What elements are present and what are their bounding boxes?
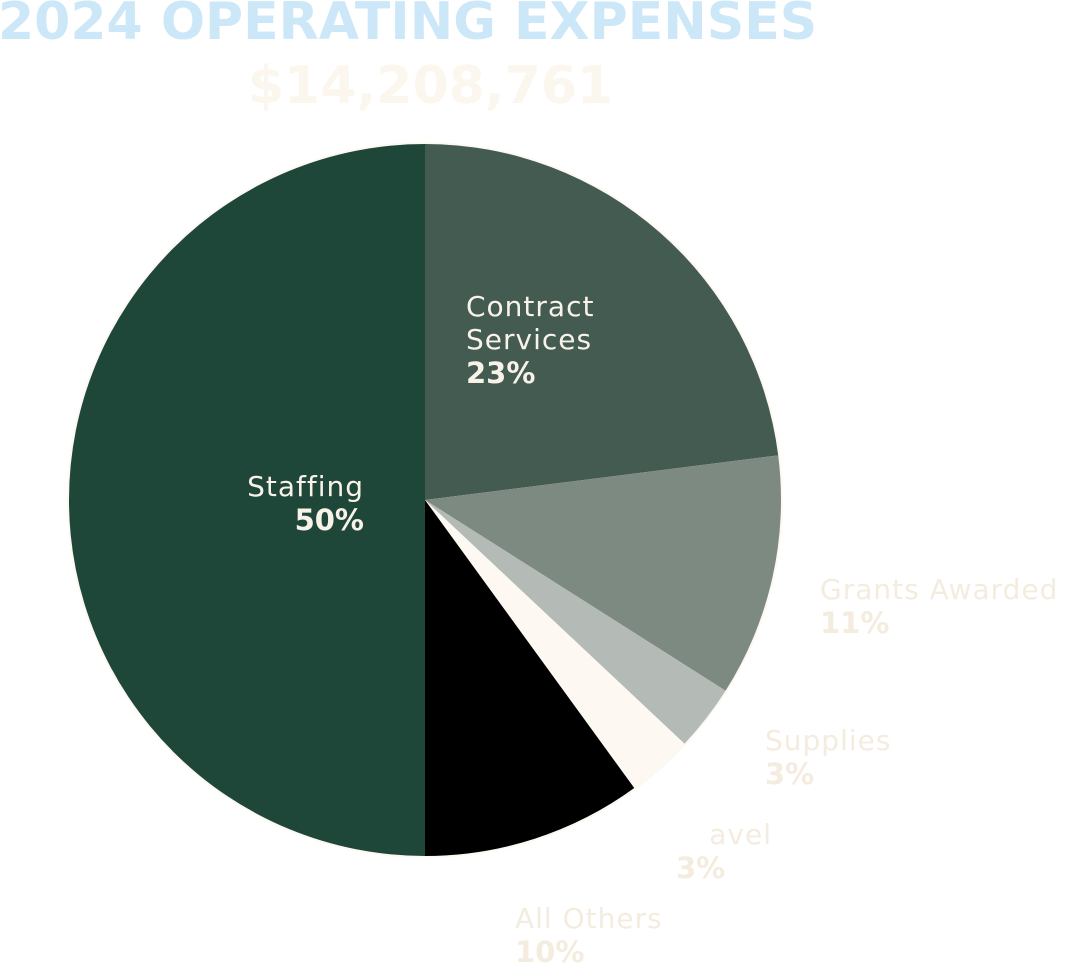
slice-label-name: Grants Awarded [820,573,1059,606]
slice-label-name: Contract Services [466,290,595,356]
slice-label-value: 11% [820,606,890,640]
pie-slice-staffing [69,144,425,856]
chart-total: $14,208,761 [248,56,614,116]
slice-label-value: 3% [765,757,815,791]
slice-label-value: 3% [676,851,726,885]
chart-title: 2024 OPERATING EXPENSES [0,0,818,52]
slice-label-value: 10% [515,935,585,969]
slice-label-travel: avel 3% [676,818,772,885]
slice-label-name: Staffing [247,470,364,503]
pie-slice-contract-services [425,144,779,500]
slice-label-contract-services: Contract Services 23% [466,290,626,390]
slice-label-value: 50% [294,503,364,537]
slice-label-name: avel [709,818,772,851]
slice-label-all-others: All Others 10% [515,902,663,969]
slice-label-name: Supplies [765,724,892,757]
slice-label-supplies: Supplies 3% [765,724,891,791]
pie-slice-all-others [425,500,635,856]
slice-label-grants-awarded: Grants Awarded 11% [820,573,1058,640]
slice-label-staffing: Staffing 50% [228,470,364,537]
pie-slice-avel [425,500,685,789]
pie-slice-supplies [425,500,726,744]
pie-slices [69,144,781,856]
pie-slice-grants-awarded [425,455,781,691]
slice-label-name: All Others [515,902,663,935]
slice-label-value: 23% [466,356,536,390]
